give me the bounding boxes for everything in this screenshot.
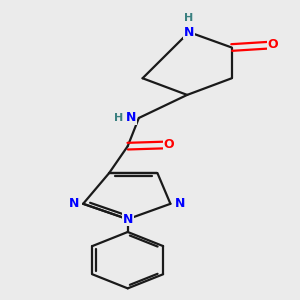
Text: N: N: [69, 197, 79, 210]
Text: O: O: [267, 38, 278, 51]
Text: N: N: [122, 213, 133, 226]
Text: N: N: [125, 112, 136, 124]
Text: H: H: [184, 13, 194, 23]
Text: N: N: [175, 197, 185, 210]
Text: H: H: [114, 113, 123, 123]
Text: N: N: [184, 26, 194, 39]
Text: O: O: [163, 138, 174, 152]
